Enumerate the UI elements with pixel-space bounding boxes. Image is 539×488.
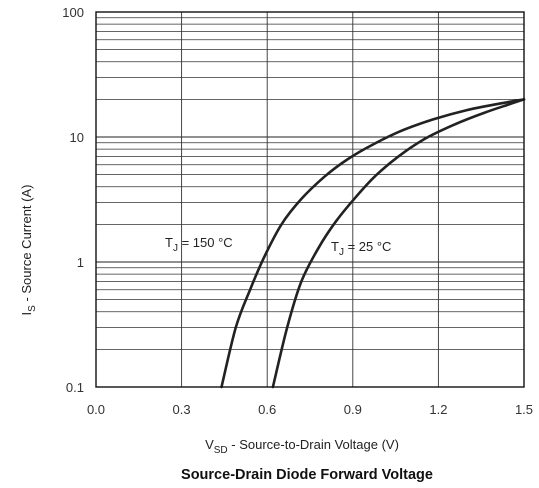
x-tick-label: 0.0 (87, 402, 105, 417)
y-axis-label: IS - Source Current (A) (19, 185, 38, 316)
x-tick-label: 1.5 (515, 402, 533, 417)
y-tick-label: 1 (77, 255, 84, 270)
x-tick-label: 0.9 (344, 402, 362, 417)
plot-frame (95, 11, 525, 388)
grid (95, 12, 525, 388)
x-tick-labels: 0.0 0.3 0.6 0.9 1.2 1.5 (87, 402, 533, 417)
x-tick-label: 0.6 (258, 402, 276, 417)
y-tick-labels: 0.1 1 10 100 (62, 5, 84, 395)
series-label-25c: TJ = 25 °C (331, 239, 391, 258)
y-tick-label: 100 (62, 5, 84, 20)
x-tick-label: 0.3 (173, 402, 191, 417)
x-tick-label: 1.2 (429, 402, 447, 417)
y-tick-label: 0.1 (66, 380, 84, 395)
curves (220, 98, 526, 389)
chart-title: Source-Drain Diode Forward Voltage (181, 467, 433, 483)
series-line-25c (271, 98, 526, 389)
series-label-150c: TJ = 150 °C (165, 235, 233, 254)
y-tick-label: 10 (70, 130, 84, 145)
series-line-150c (220, 98, 526, 389)
x-axis-label: VSD - Source-to-Drain Voltage (V) (205, 437, 399, 456)
